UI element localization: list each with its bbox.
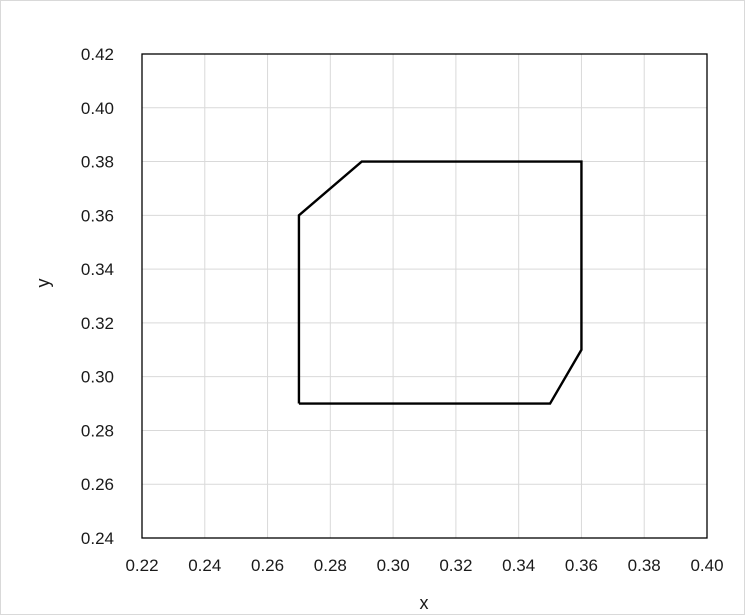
y-axis-tick-labels: 0.24 0.26 0.28 0.30 0.32 0.34 0.36 0.38 0.40 0.42 xyxy=(81,45,114,548)
x-tick-label: 0.36 xyxy=(565,556,598,575)
plot-border xyxy=(142,54,707,538)
series-line xyxy=(299,162,582,404)
x-axis-tick-labels: 0.22 0.24 0.26 0.28 0.30 0.32 0.34 0.36 0.38 0.40 xyxy=(125,556,723,575)
x-tick-label: 0.26 xyxy=(251,556,284,575)
y-tick-label: 0.36 xyxy=(81,206,114,225)
y-axis-title: y xyxy=(33,279,53,288)
y-tick-label: 0.30 xyxy=(81,368,114,387)
gridlines xyxy=(142,54,707,538)
y-tick-label: 0.32 xyxy=(81,314,114,333)
x-tick-label: 0.38 xyxy=(628,556,661,575)
x-tick-label: 0.22 xyxy=(125,556,158,575)
x-tick-label: 0.24 xyxy=(188,556,221,575)
y-tick-label: 0.24 xyxy=(81,529,114,548)
x-tick-label: 0.28 xyxy=(314,556,347,575)
y-tick-label: 0.34 xyxy=(81,260,114,279)
y-tick-label: 0.40 xyxy=(81,99,114,118)
x-tick-label: 0.40 xyxy=(690,556,723,575)
x-tick-label: 0.30 xyxy=(377,556,410,575)
x-tick-label: 0.32 xyxy=(439,556,472,575)
y-tick-label: 0.38 xyxy=(81,153,114,172)
x-axis-title: x xyxy=(420,593,429,613)
y-tick-label: 0.26 xyxy=(81,475,114,494)
x-tick-label: 0.34 xyxy=(502,556,535,575)
y-tick-label: 0.42 xyxy=(81,45,114,64)
y-tick-label: 0.28 xyxy=(81,421,114,440)
series-layer xyxy=(299,162,582,404)
plot-border-rect xyxy=(142,54,707,538)
